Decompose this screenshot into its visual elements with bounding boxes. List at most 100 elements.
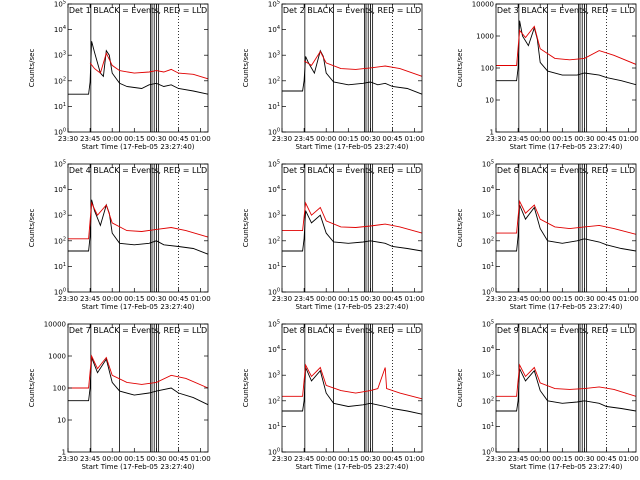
- x-tick-label: 00:45: [382, 295, 402, 303]
- x-tick-label: 01:00: [405, 295, 425, 303]
- y-tick-label: 103: [482, 371, 494, 380]
- y-tick-label: 102: [268, 76, 280, 85]
- x-tick-label: 00:15: [124, 295, 144, 303]
- y-tick-label: 101: [268, 422, 280, 431]
- y-tick-label: 1: [490, 129, 494, 137]
- y-tick-label: 1: [62, 449, 66, 457]
- x-tick-label: 01:00: [405, 455, 425, 463]
- plot-frame: [67, 3, 209, 133]
- x-tick-label: 00:00: [530, 135, 550, 143]
- x-tick-label: 00:45: [596, 135, 616, 143]
- x-tick-label: 00:45: [168, 455, 188, 463]
- x-axis-title: Start Time (17-Feb-05 23:27:40): [295, 463, 408, 471]
- x-axis-title: Start Time (17-Feb-05 23:27:40): [81, 463, 194, 471]
- series-line-lld: [303, 50, 423, 77]
- series-line-events: [496, 368, 637, 412]
- y-tick-label: 104: [54, 25, 66, 34]
- y-tick-label: 101: [54, 262, 66, 271]
- x-tick-label: 00:45: [168, 295, 188, 303]
- series-line-events: [282, 210, 423, 252]
- panel-det-9: Det 9 BLACK = Events, RED = LLD 100 101 102…: [456, 320, 639, 472]
- panel-det-7: Det 7 BLACK = Events, RED = LLD 1 10 100 100…: [28, 321, 211, 472]
- y-axis-title: Counts/sec: [242, 369, 250, 408]
- x-tick-label: 00:45: [382, 455, 402, 463]
- y-tick-label: 104: [482, 185, 494, 194]
- y-tick-label: 101: [482, 262, 494, 271]
- x-tick-label: 23:45: [508, 295, 528, 303]
- y-tick-label: 100: [482, 288, 494, 297]
- plot-frame: [495, 3, 637, 133]
- x-tick-label: 00:15: [552, 295, 572, 303]
- panel-title: Det 2 BLACK = Events, RED = LLD: [283, 6, 421, 15]
- panel-title: Det 3 BLACK = Events, RED = LLD: [497, 6, 635, 15]
- y-tick-label: 103: [54, 51, 66, 60]
- x-tick-label: 23:30: [272, 295, 292, 303]
- y-tick-label: 100: [54, 288, 66, 297]
- x-axis-title: Start Time (17-Feb-05 23:27:40): [509, 143, 622, 151]
- series-line-lld: [496, 25, 637, 66]
- x-tick-label: 23:45: [294, 295, 314, 303]
- y-tick-label: 10000: [472, 1, 494, 9]
- y-tick-label: 101: [268, 262, 280, 271]
- x-tick-label: 00:15: [552, 135, 572, 143]
- y-tick-label: 103: [268, 211, 280, 220]
- x-tick-label: 00:00: [316, 295, 336, 303]
- panel-det-4: Det 4 BLACK = Events, RED = LLD 100 101 102…: [28, 160, 211, 312]
- y-tick-label: 105: [268, 320, 280, 329]
- x-tick-label: 23:30: [272, 135, 292, 143]
- y-tick-label: 1000: [48, 353, 66, 361]
- x-axis-title: Start Time (17-Feb-05 23:27:40): [295, 303, 408, 311]
- x-tick-label: 00:00: [530, 295, 550, 303]
- x-tick-label: 00:30: [146, 295, 166, 303]
- panel-det-1: Det 1 BLACK = Events, RED = LLD 100 101 102…: [28, 0, 211, 151]
- y-axis-title: Counts/sec: [242, 209, 250, 248]
- x-tick-label: 00:00: [316, 455, 336, 463]
- x-tick-label: 23:30: [58, 295, 78, 303]
- y-tick-label: 100: [268, 448, 280, 457]
- x-tick-label: 00:00: [530, 455, 550, 463]
- series-line-lld: [89, 51, 209, 80]
- y-tick-label: 103: [482, 211, 494, 220]
- x-tick-label: 01:00: [619, 455, 639, 463]
- x-tick-label: 23:30: [58, 135, 78, 143]
- x-tick-label: 01:00: [191, 295, 211, 303]
- x-tick-label: 23:45: [294, 135, 314, 143]
- y-axis-title: Counts/sec: [28, 49, 36, 88]
- x-tick-label: 00:00: [102, 295, 122, 303]
- x-axis-title: Start Time (17-Feb-05 23:27:40): [81, 143, 194, 151]
- panel-title: Det 4 BLACK = Events, RED = LLD: [69, 166, 207, 175]
- y-tick-label: 100: [53, 385, 66, 393]
- y-tick-label: 103: [268, 371, 280, 380]
- y-tick-label: 104: [268, 345, 280, 354]
- x-tick-label: 23:45: [80, 455, 100, 463]
- x-tick-label: 01:00: [191, 455, 211, 463]
- x-tick-label: 23:45: [294, 455, 314, 463]
- x-tick-label: 00:15: [338, 295, 358, 303]
- y-axis-title: Counts/sec: [28, 209, 36, 248]
- series-line-events: [68, 41, 209, 95]
- x-tick-label: 00:30: [574, 135, 594, 143]
- y-tick-label: 102: [268, 236, 280, 245]
- x-tick-label: 23:45: [80, 135, 100, 143]
- y-axis-title: Counts/sec: [456, 369, 464, 408]
- x-tick-label: 00:00: [102, 135, 122, 143]
- y-tick-label: 102: [268, 396, 280, 405]
- x-tick-label: 00:15: [124, 455, 144, 463]
- x-axis-title: Start Time (17-Feb-05 23:27:40): [509, 463, 622, 471]
- y-tick-label: 1000: [476, 33, 494, 41]
- y-axis-title: Counts/sec: [456, 209, 464, 248]
- y-tick-label: 104: [54, 185, 66, 194]
- y-axis-title: Counts/sec: [242, 49, 250, 88]
- y-tick-label: 104: [482, 345, 494, 354]
- y-tick-label: 105: [54, 0, 66, 9]
- panel-title: Det 1 BLACK = Events, RED = LLD: [69, 6, 207, 15]
- y-axis-title: Counts/sec: [28, 369, 36, 408]
- y-tick-label: 101: [54, 102, 66, 111]
- y-tick-label: 105: [482, 320, 494, 329]
- x-axis-title: Start Time (17-Feb-05 23:27:40): [509, 303, 622, 311]
- x-tick-label: 00:00: [316, 135, 336, 143]
- panel-title: Det 5 BLACK = Events, RED = LLD: [283, 166, 421, 175]
- panel-det-8: Det 8 BLACK = Events, RED = LLD 100 101 102…: [242, 320, 425, 472]
